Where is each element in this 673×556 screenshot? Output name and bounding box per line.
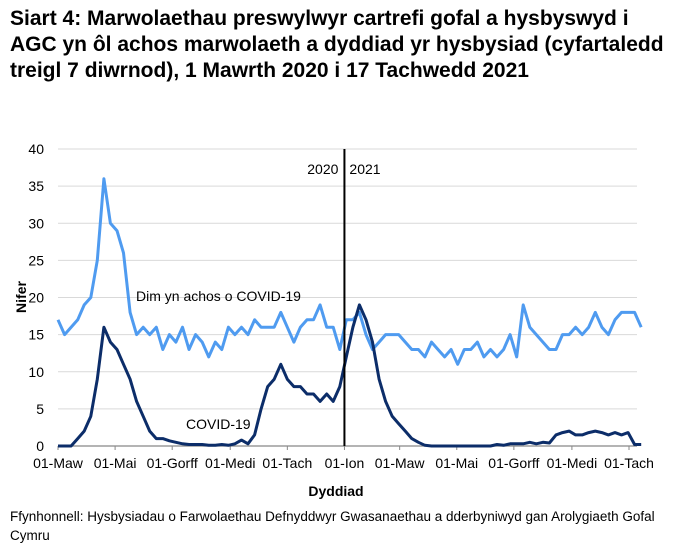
y-tick-label: 15 — [28, 327, 44, 343]
divider-label-2021: 2021 — [349, 161, 380, 177]
divider-label-2020: 2020 — [307, 161, 338, 177]
series-label-covid: COVID-19 — [186, 416, 251, 432]
series-label-non-covid: Dim yn achos o COVID-19 — [136, 288, 301, 304]
x-axis-title: Dyddiad — [308, 483, 363, 499]
x-tick-label: 01-Medi — [205, 455, 256, 471]
y-tick-label: 25 — [28, 252, 44, 268]
x-tick-label: 01-Ion — [325, 455, 365, 471]
y-axis-title: Nifer — [13, 281, 29, 313]
x-tick-label: 01-Mai — [94, 455, 137, 471]
x-tick-label: 01-Maw — [375, 455, 426, 471]
x-tick-label: 01-Tach — [262, 455, 312, 471]
x-tick-label: 01-Gorff — [147, 455, 198, 471]
y-tick-label: 40 — [28, 141, 44, 157]
x-tick-label: 01-Mai — [435, 455, 478, 471]
y-tick-label: 35 — [28, 178, 44, 194]
source-note: Ffynhonnell: Hysbysiadau o Farwolaethau … — [10, 509, 655, 543]
y-tick-label: 10 — [28, 364, 44, 380]
x-tick-label: 01-Medi — [547, 455, 598, 471]
y-tick-label: 0 — [36, 438, 44, 454]
series-line-covid — [58, 303, 642, 448]
x-tick-label: 01-Maw — [33, 455, 84, 471]
x-tick-label: 01-Gorff — [488, 455, 539, 471]
y-tick-label: 30 — [28, 215, 44, 231]
y-tick-label: 20 — [28, 290, 44, 306]
chart-title: Siart 4: Marwolaethau preswylwyr cartref… — [10, 7, 664, 82]
x-tick-label: 01-Tach — [604, 455, 654, 471]
y-tick-label: 5 — [36, 401, 44, 417]
series-line-non-covid — [56, 177, 643, 366]
